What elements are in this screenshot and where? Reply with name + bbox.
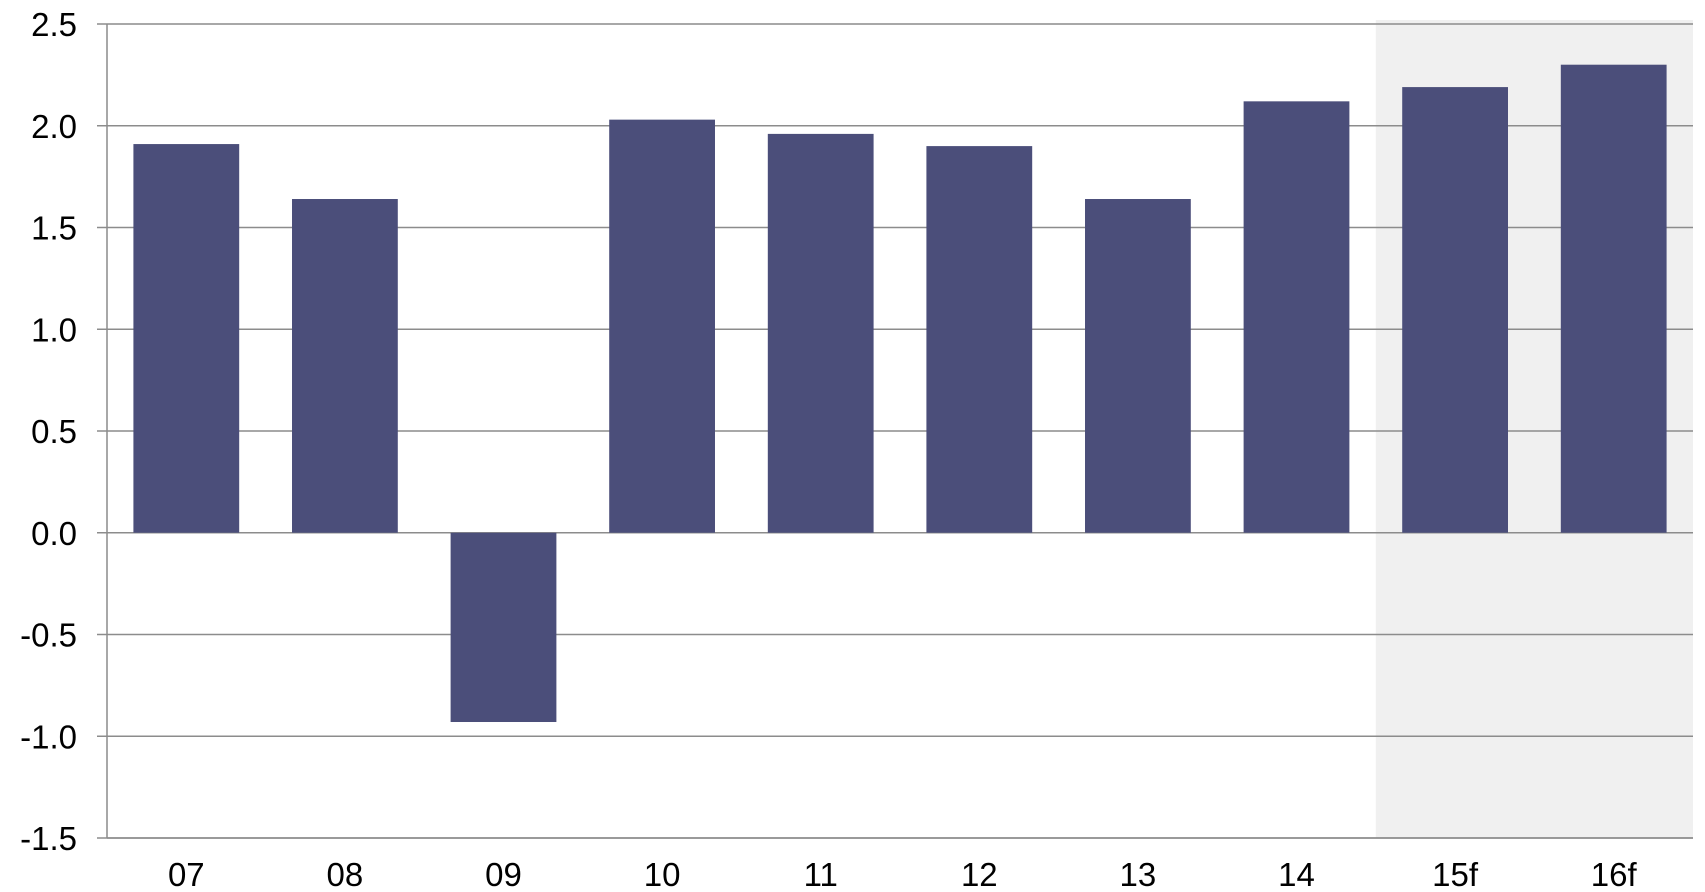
x-tick-label: 10 xyxy=(644,856,681,892)
bar-08 xyxy=(292,199,398,533)
y-tick-labels: 2.5 2.0 1.5 1.0 0.5 0.0 -0.5 -1.0 -1.5 xyxy=(20,6,77,857)
bar-10 xyxy=(609,119,715,533)
x-tick-label: 13 xyxy=(1120,856,1157,892)
x-tick-label: 08 xyxy=(327,856,364,892)
bar-13 xyxy=(1085,199,1191,533)
axes xyxy=(106,24,1693,839)
x-tick-label: 11 xyxy=(804,856,838,892)
y-tick-label: 0.5 xyxy=(31,413,77,450)
x-tick-label: 14 xyxy=(1278,856,1315,892)
y-tick-label: 0.0 xyxy=(31,515,77,552)
y-tick-label: 2.5 xyxy=(31,6,77,43)
bar-16f xyxy=(1560,64,1667,533)
bar-14 xyxy=(1243,101,1350,533)
y-tick-label: -0.5 xyxy=(20,617,77,654)
y-tick-label: -1.0 xyxy=(20,718,77,755)
x-tick-label: 07 xyxy=(168,856,205,892)
x-tick-label: 09 xyxy=(485,856,522,892)
bar-11 xyxy=(767,133,874,533)
y-tick-label: 1.5 xyxy=(31,210,77,247)
y-tick-label: 2.0 xyxy=(31,108,77,145)
bar-09 xyxy=(450,532,557,723)
y-tick-label: 1.0 xyxy=(31,311,77,348)
bar-07 xyxy=(133,144,240,533)
x-tick-labels: 07 08 09 10 11 12 13 14 15f 16f xyxy=(168,856,1638,892)
y-tick-label: -1.5 xyxy=(20,820,77,857)
x-tick-label: 12 xyxy=(961,856,998,892)
bar-12 xyxy=(926,146,1033,533)
bar-15f xyxy=(1402,87,1508,533)
bars xyxy=(133,64,1667,723)
x-tick-label: 15f xyxy=(1432,856,1479,892)
x-tick-label: 16f xyxy=(1591,856,1638,892)
